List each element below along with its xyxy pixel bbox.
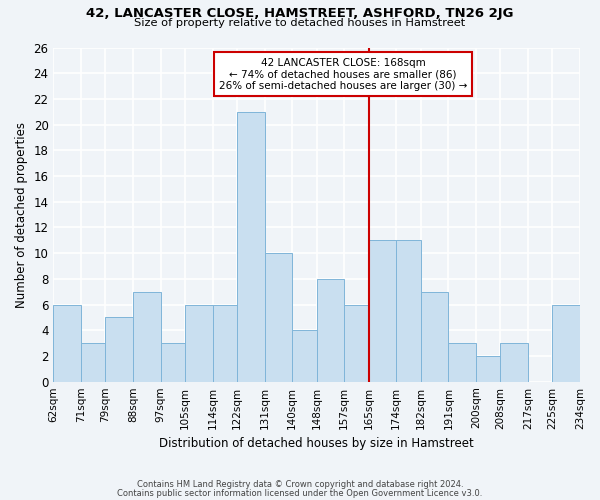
Text: 42 LANCASTER CLOSE: 168sqm
← 74% of detached houses are smaller (86)
26% of semi: 42 LANCASTER CLOSE: 168sqm ← 74% of deta… <box>219 58 467 90</box>
Text: Contains public sector information licensed under the Open Government Licence v3: Contains public sector information licen… <box>118 488 482 498</box>
Text: 42, LANCASTER CLOSE, HAMSTREET, ASHFORD, TN26 2JG: 42, LANCASTER CLOSE, HAMSTREET, ASHFORD,… <box>86 8 514 20</box>
Bar <box>500 343 528 382</box>
Text: Size of property relative to detached houses in Hamstreet: Size of property relative to detached ho… <box>134 18 466 28</box>
Bar <box>344 304 369 382</box>
Text: Contains HM Land Registry data © Crown copyright and database right 2024.: Contains HM Land Registry data © Crown c… <box>137 480 463 489</box>
Bar <box>133 292 161 382</box>
Y-axis label: Number of detached properties: Number of detached properties <box>15 122 28 308</box>
Bar <box>185 304 212 382</box>
Bar <box>369 240 397 382</box>
Bar <box>317 279 344 382</box>
Bar <box>292 330 317 382</box>
Bar <box>397 240 421 382</box>
Bar <box>212 304 237 382</box>
Bar <box>81 343 106 382</box>
Bar <box>476 356 500 382</box>
X-axis label: Distribution of detached houses by size in Hamstreet: Distribution of detached houses by size … <box>160 437 474 450</box>
Bar <box>421 292 448 382</box>
Bar <box>553 304 580 382</box>
Bar <box>448 343 476 382</box>
Bar <box>237 112 265 382</box>
Bar <box>265 253 292 382</box>
Bar <box>106 318 133 382</box>
Bar <box>53 304 81 382</box>
Bar <box>161 343 185 382</box>
